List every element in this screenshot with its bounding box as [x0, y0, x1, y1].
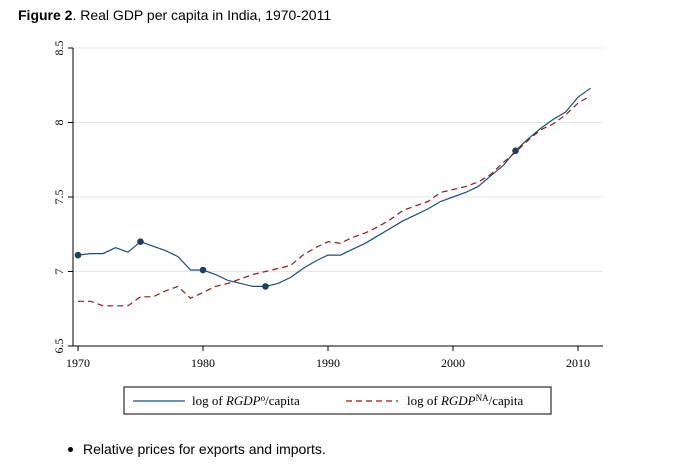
- legend-box: [123, 386, 552, 415]
- series-lines: [77, 87, 591, 307]
- figure-label: Figure 2: [18, 7, 73, 23]
- series-line-1: [77, 87, 591, 287]
- series-marker: [199, 266, 207, 274]
- x-tick-label: 1980: [191, 356, 215, 370]
- series-marker: [512, 147, 519, 155]
- y-axis-ticks: 6.5 7 7.5 8 8.5: [52, 41, 73, 354]
- series-line-2: [78, 95, 591, 307]
- series-marker: [262, 283, 269, 290]
- x-tick-label: 2000: [441, 356, 465, 370]
- x-axis-ticks: 1970 1980 1990 2000 2010: [66, 346, 590, 370]
- bullet-text: Relative prices for exports and imports.: [83, 441, 326, 457]
- series-marker: [74, 251, 82, 259]
- y-tick-label: 8: [52, 120, 66, 126]
- figure-title-text: . Real GDP per capita in India, 1970-201…: [72, 7, 332, 23]
- figure-title: Figure 2. Real GDP per capita in India, …: [18, 7, 331, 23]
- legend: log of RGDPo/capita log of RGDPNA/capita: [123, 386, 552, 415]
- grid-lines: [73, 47, 603, 272]
- series-marker: [137, 238, 144, 245]
- legend-label-1: log of RGDPo/capita: [192, 393, 300, 408]
- y-tick-label: 6.5: [52, 339, 66, 354]
- y-tick-label: 7: [52, 269, 66, 275]
- series-markers: [74, 147, 519, 290]
- x-tick-label: 2010: [566, 356, 590, 370]
- legend-label-2: log of RGDPNA/capita: [407, 393, 524, 408]
- x-tick-label: 1990: [316, 356, 340, 370]
- y-tick-label: 7.5: [52, 190, 66, 205]
- y-tick-label: 8.5: [52, 41, 66, 56]
- x-tick-label: 1970: [66, 356, 90, 370]
- bullet-item: Relative prices for exports and imports.: [68, 441, 326, 457]
- bullet-dot-icon: [68, 446, 73, 452]
